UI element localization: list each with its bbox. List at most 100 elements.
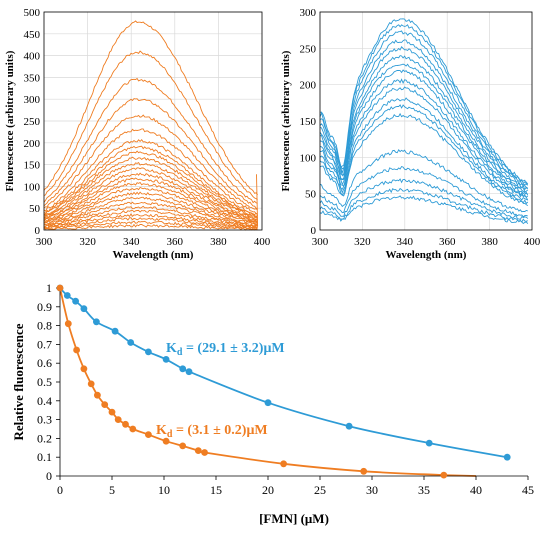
x-tick-label: 360 <box>439 236 456 248</box>
x-tick-label: 380 <box>210 236 227 248</box>
data-point <box>72 297 79 305</box>
y-tick-label: 0.4 <box>37 394 52 408</box>
spectrum-line <box>43 114 258 211</box>
x-tick-label: 5 <box>109 483 115 497</box>
y-tick-label: 0 <box>46 469 52 483</box>
data-point <box>179 442 187 450</box>
spectrum-line <box>319 39 528 190</box>
data-point <box>122 420 129 428</box>
spectrum-line <box>43 50 258 201</box>
y-tick-label: 150 <box>24 160 41 172</box>
spectrum-line <box>319 86 529 201</box>
kd-annotation-orange: Kd = (3.1 ± 0.2)μM <box>156 423 268 440</box>
data-point <box>345 422 353 430</box>
y-tick-label: 150 <box>300 116 317 128</box>
spectrum-line <box>43 205 258 228</box>
spectrum-line <box>319 63 528 195</box>
spectrum-line <box>43 217 258 230</box>
spectrum-line <box>43 174 259 229</box>
data-point <box>108 408 116 416</box>
x-axis-label: Wavelength (nm) <box>386 249 467 261</box>
data-point <box>101 401 109 408</box>
y-tick-label: 0.9 <box>37 300 52 314</box>
y-tick-label: 300 <box>24 94 41 106</box>
data-point <box>503 453 511 461</box>
y-axis-label: Relative fluorescence <box>11 323 26 440</box>
x-tick-label: 0 <box>57 483 63 497</box>
x-tick-label: 40 <box>470 483 482 497</box>
data-point <box>129 425 137 433</box>
data-point <box>111 327 119 335</box>
data-point <box>80 365 88 373</box>
spectrum-line <box>43 172 258 221</box>
data-point <box>201 449 209 456</box>
spectrum-line <box>319 195 529 225</box>
data-point <box>80 305 88 313</box>
spectrum-line <box>319 78 529 198</box>
y-tick-label: 250 <box>300 43 317 55</box>
y-tick-label: 0.3 <box>37 413 52 427</box>
y-tick-label: 100 <box>300 152 317 164</box>
y-tick-label: 0.6 <box>37 356 52 370</box>
x-tick-label: 15 <box>210 483 222 497</box>
spectrum-line <box>43 167 258 221</box>
data-point <box>360 467 368 475</box>
spectrum-line <box>43 223 258 231</box>
data-point <box>162 437 170 445</box>
y-tick-label: 0.1 <box>37 450 52 464</box>
spectrum-line <box>43 77 258 204</box>
data-point <box>87 380 95 388</box>
y-tick-label: 500 <box>24 7 41 19</box>
y-tick-label: 300 <box>300 7 317 19</box>
spectrum-line <box>319 97 528 201</box>
y-axis-label: Fluorescence (arbitrary units) <box>4 50 16 191</box>
panel-top-right: 0 50 100 150 200 250 300 300 320 340 360 380 400 Wav… <box>280 7 541 261</box>
plot-frame <box>319 11 533 231</box>
spectrum-line <box>319 30 529 186</box>
spectrum-line <box>319 69 529 196</box>
fit-curve <box>59 287 508 459</box>
x-tick-label: 300 <box>312 236 329 248</box>
data-point <box>114 416 122 423</box>
spectrum-line <box>43 196 258 226</box>
spectrum-line <box>319 24 529 185</box>
y-tick-label: 400 <box>24 51 41 63</box>
y-tick-label: 1 <box>46 281 52 295</box>
y-tick-label: 0 <box>311 225 317 237</box>
y-tick-label: 200 <box>24 138 41 150</box>
y-tick-label: 50 <box>305 189 317 201</box>
x-tick-label: 400 <box>524 236 541 248</box>
x-axis-label: Wavelength (nm) <box>113 249 194 261</box>
x-tick-label: 10 <box>158 483 170 497</box>
x-tick-label: 360 <box>167 236 184 248</box>
x-tick-label: 25 <box>314 483 326 497</box>
y-tick-label: 0.8 <box>37 319 52 333</box>
y-tick-label: 0 <box>35 225 41 237</box>
data-point <box>127 339 135 346</box>
y-axis-label: Fluorescence (arbitrary units) <box>280 50 292 191</box>
y-tick-label: 250 <box>24 116 41 128</box>
x-tick-label: 340 <box>123 236 140 248</box>
data-point <box>264 399 272 407</box>
spectrum-line <box>319 104 529 205</box>
spectrum-line <box>319 112 529 206</box>
data-point <box>93 318 100 326</box>
x-tick-label: 320 <box>79 236 96 248</box>
data-point <box>64 320 72 328</box>
spectrum-line <box>43 156 258 219</box>
spectrum-line <box>43 191 258 225</box>
spectrum-line <box>43 98 258 210</box>
x-tick-label: 30 <box>366 483 378 497</box>
data-point <box>94 391 101 399</box>
y-tick-label: 0.7 <box>37 337 52 351</box>
data-point <box>425 439 433 447</box>
data-point <box>145 431 152 438</box>
spectrum-line <box>43 150 258 218</box>
x-tick-label: 45 <box>522 483 534 497</box>
spectrum-line <box>44 145 258 218</box>
x-tick-label: 380 <box>481 236 498 248</box>
data-point <box>440 471 448 479</box>
panel-top-left: 0 50 100 150 200 250 300 350 400 450 500 300 320 340 3… <box>4 7 271 261</box>
spectrum-line <box>43 186 258 224</box>
